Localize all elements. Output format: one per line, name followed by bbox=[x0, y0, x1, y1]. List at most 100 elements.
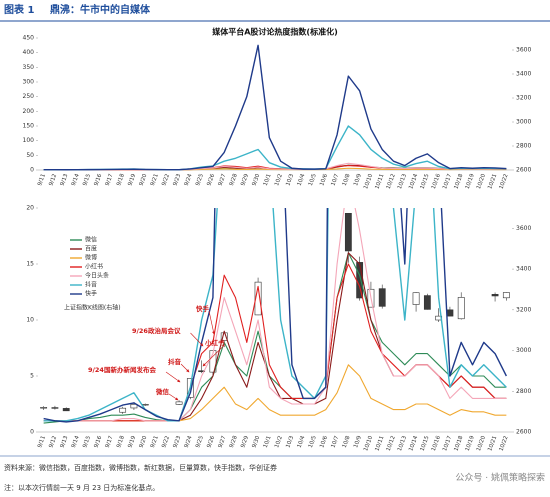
annotation: 小红书 bbox=[204, 338, 225, 347]
y2-tick-label: 2600 bbox=[516, 167, 531, 174]
x-tick-label: 10/19 bbox=[465, 173, 476, 190]
candle-body bbox=[378, 288, 386, 307]
x-tick-label: 9/22 bbox=[161, 435, 171, 449]
candle-body bbox=[209, 350, 217, 373]
x-tick-label: 10/16 bbox=[431, 173, 442, 190]
x-tick-label: 9/16 bbox=[93, 435, 103, 449]
legend-label: 抖音 bbox=[85, 281, 97, 289]
legend-label: 上证指数K线图(右轴) bbox=[64, 304, 121, 312]
legend-label: 快手 bbox=[85, 290, 97, 298]
candle-body bbox=[62, 408, 70, 412]
annotation: 快手 bbox=[196, 304, 210, 313]
x-tick-label: 9/28 bbox=[229, 435, 239, 449]
y2-tick-label: 3000 bbox=[516, 347, 531, 354]
y-tick-label: 0 bbox=[30, 167, 34, 174]
y2-tick-label: 3000 bbox=[516, 119, 531, 126]
note: 注：以本次行情前一天 9 月 23 日为标准化基点。 bbox=[4, 483, 159, 492]
legend-label: 微信 bbox=[85, 236, 97, 244]
x-tick-label: 10/16 bbox=[431, 435, 442, 452]
x-tick-label: 10/9 bbox=[353, 435, 363, 449]
x-tick-label: 10/7 bbox=[330, 173, 340, 187]
x-tick-label: 10/9 bbox=[353, 173, 363, 187]
x-tick-label: 9/15 bbox=[82, 173, 92, 187]
annotation-arrow bbox=[190, 332, 204, 347]
x-tick-label: 10/6 bbox=[319, 173, 329, 187]
series-line bbox=[43, 208, 507, 422]
y2-tick-label: 3200 bbox=[516, 306, 531, 313]
x-tick-label: 10/1 bbox=[263, 435, 273, 449]
source: 资料来源：微信指数，百度指数，微博指数，新红数据，巨量算数，快手指数，华创证券 bbox=[4, 463, 277, 472]
x-tick-label: 10/20 bbox=[476, 173, 487, 190]
x-tick-label: 9/19 bbox=[127, 435, 137, 449]
candle-body bbox=[457, 297, 465, 320]
x-tick-label: 10/17 bbox=[442, 435, 453, 452]
chart-title: 媒体平台A股讨论热度指数(标准化) bbox=[211, 27, 338, 37]
x-tick-label: 10/4 bbox=[297, 435, 307, 449]
legend-label: 微博 bbox=[85, 254, 97, 262]
y-tick-label: 20 bbox=[26, 205, 34, 212]
y2-tick-label: 2600 bbox=[516, 429, 531, 436]
x-tick-label: 9/12 bbox=[48, 435, 58, 449]
x-tick-label: 10/15 bbox=[420, 173, 431, 190]
x-tick-label: 9/14 bbox=[71, 435, 81, 449]
x-tick-label: 10/10 bbox=[363, 435, 374, 452]
x-tick-label: 10/18 bbox=[453, 435, 464, 452]
x-tick-label: 10/18 bbox=[453, 173, 464, 190]
x-tick-label: 10/12 bbox=[386, 173, 397, 190]
y-tick-label: 300 bbox=[23, 79, 35, 86]
legend-label: 今日头条 bbox=[85, 272, 109, 280]
x-tick-label: 9/25 bbox=[195, 435, 205, 449]
candle-body bbox=[491, 294, 499, 297]
y-tick-label: 250 bbox=[23, 93, 35, 100]
x-tick-label: 9/23 bbox=[172, 173, 182, 187]
x-tick-label: 9/16 bbox=[93, 173, 103, 187]
x-tick-label: 9/20 bbox=[139, 435, 149, 449]
x-tick-label: 9/27 bbox=[218, 435, 228, 449]
annotation: 9/24国新办新闻发布会 bbox=[88, 365, 156, 374]
y-tick-label: 50 bbox=[26, 152, 34, 159]
candle-body bbox=[446, 309, 454, 317]
x-tick-label: 10/15 bbox=[420, 435, 431, 452]
annotation-arrow bbox=[165, 371, 181, 383]
x-tick-label: 9/18 bbox=[116, 173, 126, 187]
y-tick-label: 5 bbox=[30, 373, 34, 380]
x-tick-label: 9/14 bbox=[71, 173, 81, 187]
candle-body bbox=[40, 407, 48, 409]
annotation-arrow bbox=[168, 393, 179, 401]
candle-body bbox=[423, 295, 431, 310]
watermark: 公众号 · 姚佩策略探索 bbox=[455, 472, 545, 484]
x-tick-label: 10/22 bbox=[499, 173, 510, 190]
x-tick-label: 9/20 bbox=[139, 173, 149, 187]
x-tick-label: 10/12 bbox=[386, 435, 397, 452]
annotation-arrow bbox=[180, 363, 190, 373]
x-tick-label: 9/22 bbox=[161, 173, 171, 187]
annotation-arrow bbox=[202, 344, 225, 367]
candle-body bbox=[119, 407, 127, 413]
x-tick-label: 9/21 bbox=[150, 435, 160, 449]
x-tick-label: 9/15 bbox=[82, 435, 92, 449]
series-line bbox=[43, 208, 507, 423]
x-tick-label: 10/1 bbox=[263, 173, 273, 187]
annotation: 9/26政治局会议 bbox=[132, 326, 181, 335]
y-tick-label: 100 bbox=[23, 137, 35, 144]
annotation: 微信 bbox=[155, 387, 170, 396]
candle-body bbox=[412, 292, 420, 305]
y2-tick-label: 2800 bbox=[516, 143, 531, 150]
x-tick-label: 10/11 bbox=[374, 173, 385, 190]
y-tick-label: 15 bbox=[26, 261, 34, 268]
x-tick-label: 9/17 bbox=[105, 435, 115, 449]
y-tick-label: 200 bbox=[23, 108, 35, 115]
x-tick-label: 9/26 bbox=[206, 173, 216, 187]
candle-body bbox=[254, 281, 262, 316]
x-tick-label: 9/27 bbox=[218, 173, 228, 187]
candle-body bbox=[344, 212, 352, 252]
x-tick-label: 10/13 bbox=[397, 435, 408, 452]
x-tick-label: 9/30 bbox=[251, 173, 261, 187]
x-tick-label: 10/5 bbox=[308, 173, 318, 187]
x-tick-label: 10/10 bbox=[363, 173, 374, 190]
x-tick-label: 10/21 bbox=[487, 435, 498, 452]
x-tick-label: 9/30 bbox=[251, 435, 261, 449]
x-tick-label: 9/29 bbox=[240, 435, 250, 449]
candle-body bbox=[175, 401, 183, 405]
x-tick-label: 10/21 bbox=[487, 173, 498, 190]
